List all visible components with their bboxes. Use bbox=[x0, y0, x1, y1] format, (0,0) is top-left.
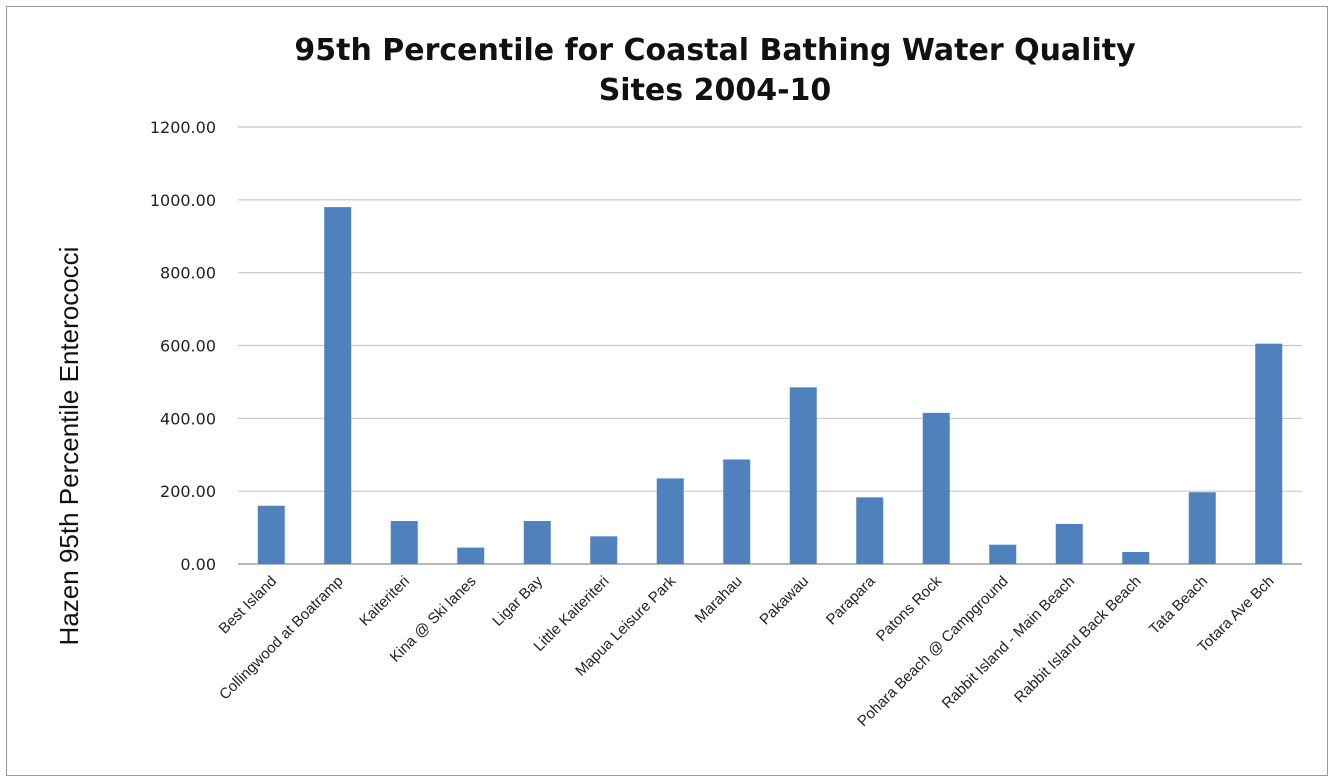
x-tick-label: Tata Beach bbox=[1146, 573, 1211, 638]
bar bbox=[789, 387, 817, 564]
x-tick-label: Patons Rock bbox=[873, 572, 946, 645]
bar bbox=[523, 521, 551, 564]
bar bbox=[1188, 492, 1216, 564]
y-tick-label: 200.00 bbox=[160, 482, 216, 501]
x-tick-label: Marahau bbox=[692, 573, 746, 627]
y-tick-label: 600.00 bbox=[160, 337, 216, 356]
y-axis-label: Hazen 95th Percentile Enterococci bbox=[54, 247, 84, 646]
x-tick-label: Rabbit Island - Main Beach bbox=[939, 573, 1078, 712]
bar bbox=[1255, 343, 1283, 564]
bar bbox=[989, 544, 1017, 564]
x-tick-label: Pakawau bbox=[756, 573, 812, 629]
gridlines bbox=[238, 126, 1302, 565]
y-tick-label: 0.00 bbox=[180, 555, 216, 574]
bar bbox=[324, 207, 352, 564]
bar bbox=[656, 478, 684, 564]
x-tick-label: Parapara bbox=[823, 572, 879, 628]
bar bbox=[723, 459, 751, 564]
bar bbox=[1055, 523, 1083, 564]
bars bbox=[257, 207, 1283, 564]
chart-frame bbox=[6, 6, 1328, 776]
x-tick-label: Best Island bbox=[216, 573, 281, 638]
chart-title-line1: 95th Percentile for Coastal Bathing Wate… bbox=[294, 33, 1136, 68]
x-tick-label: Ligar Bay bbox=[489, 572, 546, 629]
bar bbox=[257, 505, 285, 564]
bar bbox=[390, 521, 418, 564]
bar bbox=[1122, 551, 1150, 564]
y-tick-label: 1200.00 bbox=[150, 118, 216, 137]
x-tick-label: Rabbit Island Back Beach bbox=[1011, 573, 1144, 706]
y-tick-label: 800.00 bbox=[160, 264, 216, 283]
bar bbox=[590, 536, 618, 564]
y-axis-ticks: 0.00 200.00 400.00 600.00 800.00 1000.00 1200.… bbox=[150, 118, 216, 574]
y-tick-label: 400.00 bbox=[160, 409, 216, 428]
bar bbox=[457, 547, 485, 564]
x-tick-label: Collingwood at Boatramp bbox=[216, 573, 347, 704]
chart-title-line2: Sites 2004-10 bbox=[599, 73, 832, 108]
bar bbox=[856, 497, 884, 564]
x-tick-label: Kaiteriteri bbox=[356, 573, 413, 630]
y-tick-label: 1000.00 bbox=[150, 191, 216, 210]
bar bbox=[922, 412, 950, 564]
